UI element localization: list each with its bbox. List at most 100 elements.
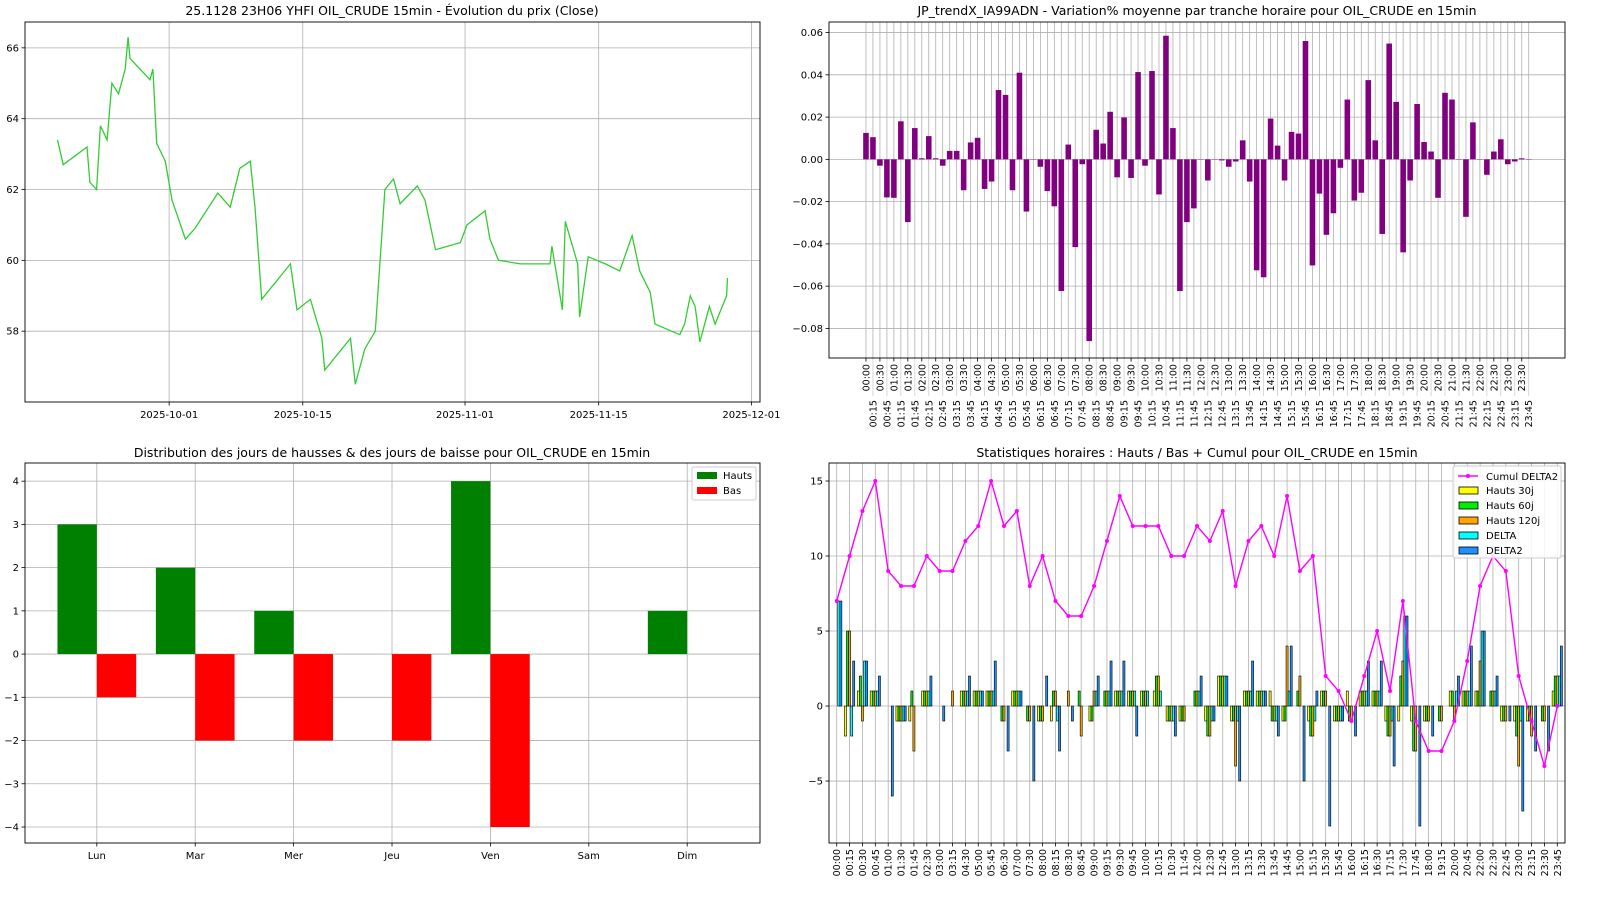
bar-delta2 [1547,705,1550,752]
bar-hauts-60j [1000,705,1004,722]
x-tick-label: 06:45 [1050,400,1061,427]
cumul-delta2-point [1259,524,1264,529]
bar-delta [901,705,905,722]
x-tick-label: Mar [186,851,206,862]
legend-marker [1466,474,1470,478]
bar-hauts-60j [1270,705,1274,722]
x-tick-label: 13:00 [1231,849,1242,876]
x-tick-label: 13:45 [1270,849,1281,876]
bar-hauts-120j [1414,705,1418,752]
cumul-delta2-point [1220,509,1225,514]
bar-delta [927,690,931,707]
bar-hauts-120j [848,630,851,707]
bar [870,137,876,160]
x-tick-label: 03:15 [948,849,959,876]
bar-delta2 [1367,660,1370,707]
bar [1002,94,1009,160]
bar-hauts-30j [1448,690,1452,707]
x-tick-label: 08:15 [1092,400,1103,427]
bar [1142,159,1148,166]
x-tick-label: 11:15 [1175,400,1186,427]
bar-delta2 [1199,675,1203,707]
x-tick-label: 17:15 [1386,849,1397,876]
bar-hauts-120j [1208,705,1212,737]
bar [1288,131,1295,160]
x-tick-label: 04:45 [994,400,1005,427]
x-tick-label: 07:45 [1078,400,1089,427]
cumul-delta2-point [860,509,865,514]
cumul-delta2-point [1272,554,1277,559]
legend-swatch [1458,546,1479,555]
x-tick-label: Mer [284,851,304,862]
bar [1225,159,1232,167]
bar-hauts-60j [1450,690,1454,707]
bar-delta [1120,690,1124,707]
bar-hauts-60j [1180,705,1184,722]
bar-hauts-120j [1362,690,1366,707]
x-tick-label: 21:15 [1454,400,1465,427]
x-tick-label: 23:00 [1514,849,1525,876]
bar [1421,142,1427,160]
x-tick-label: Lun [88,851,106,862]
x-tick-label: 10:00 [1141,364,1152,391]
cumul-delta2-point [1400,599,1405,604]
bar [1072,159,1079,248]
bar [1267,118,1274,160]
x-tick-label: 16:15 [1315,400,1326,427]
bar [1086,159,1093,342]
x-tick-label: 09:45 [1134,400,1145,427]
hourly-stats-chart-title: Statistiques horaires : Hauts / Bas + Cu… [976,445,1417,460]
x-tick-label: 08:45 [1106,400,1117,427]
bar-hauts-120j [1517,705,1521,767]
x-tick-label: 04:00 [973,364,984,391]
bar-delta2 [1135,705,1139,737]
bar-delta [1455,690,1458,707]
x-tick-label: 22:15 [1482,400,1493,427]
cumul-delta2-point [1014,509,1019,514]
x-tick-label: 2025-10-15 [274,410,332,421]
bar-hauts-30j [1371,690,1375,707]
bar-hauts-120j [1247,690,1250,707]
x-tick-label: 07:00 [1057,364,1068,391]
bar [960,159,967,191]
cumul-delta2-point [1388,689,1393,694]
bar-delta2 [1109,660,1113,707]
bar-hauts-30j [1397,705,1401,722]
bar [1414,103,1420,160]
bar-hauts-60j [1502,705,1506,722]
bar-hauts-120j [1465,690,1469,707]
bar [939,159,946,166]
x-tick-label: 06:30 [999,849,1010,876]
bar-delta2 [1006,705,1010,752]
bar-hauts-60j [1155,675,1158,707]
bar-bas [195,654,235,741]
bar [1365,80,1372,160]
bar-hauts-60j [1077,690,1081,707]
x-tick-label: 22:45 [1496,400,1507,427]
bar-delta2 [1276,705,1280,737]
bar-delta [1377,690,1381,707]
bar-delta2 [1302,705,1306,782]
bar-delta2 [1238,705,1242,782]
bar [1079,159,1086,165]
bar-hauts-30j [1281,705,1285,722]
bar-hauts-30j [1500,705,1504,722]
x-tick-label: 19:00 [1392,364,1403,391]
bar [1107,111,1113,160]
x-tick-label: 05:00 [1001,364,1012,391]
bar-delta2 [929,675,933,707]
x-tick-label: 01:30 [903,364,914,391]
bar [1184,159,1190,223]
bar-delta2 [1379,660,1383,707]
x-tick-label: 12:45 [1218,849,1229,876]
bar [1121,117,1127,160]
x-tick-label: 20:45 [1441,400,1452,427]
x-tick-label: 20:15 [1427,400,1438,427]
bar-hauts-120j [1311,705,1315,737]
x-tick-label: 10:45 [1161,400,1172,427]
bar-hauts-30j [844,705,847,737]
bar-delta2 [1405,615,1409,707]
bar [1260,159,1267,278]
cumul-delta2-point [873,479,878,484]
bar-delta [1493,690,1497,707]
